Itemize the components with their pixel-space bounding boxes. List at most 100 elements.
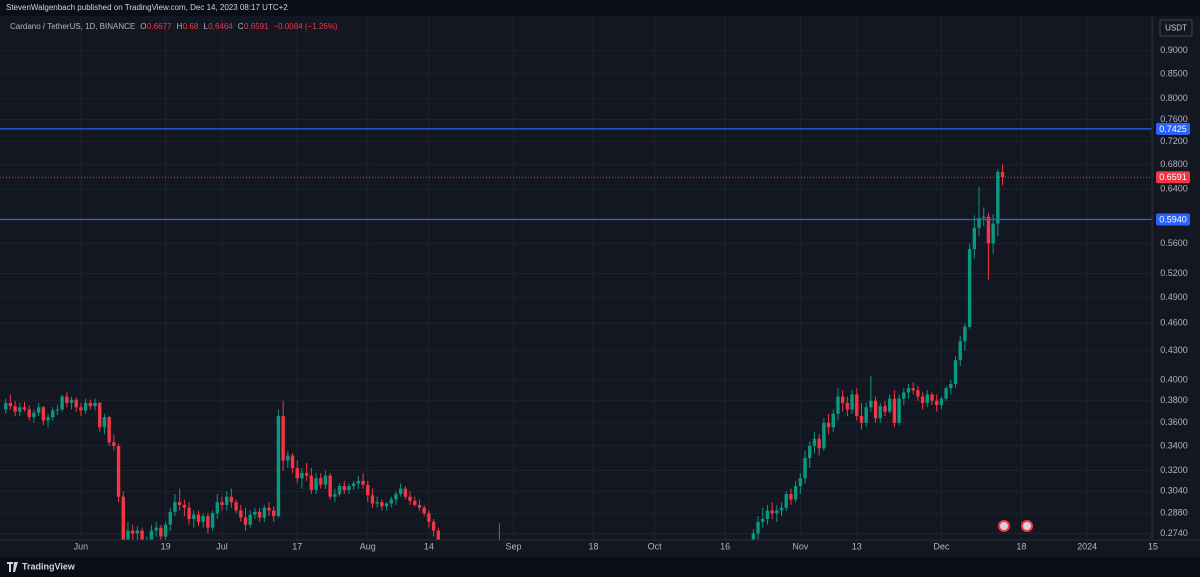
candle-body — [869, 400, 873, 408]
candle-body — [953, 360, 958, 385]
candle-body — [361, 480, 365, 485]
candle-body — [93, 402, 97, 407]
candle-body — [182, 504, 187, 508]
candle-body — [272, 510, 276, 517]
x-tick-label: 14 — [424, 541, 434, 551]
candle-body — [295, 468, 299, 479]
last-price-box — [1156, 171, 1190, 184]
symbol: Cardano / TetherUS, 1D, BINANCE — [10, 22, 135, 31]
candle-body — [253, 511, 257, 515]
y-tick-label: 0.8000 — [1160, 93, 1188, 103]
x-tick-label: 18 — [588, 541, 598, 551]
candle-body — [323, 475, 328, 485]
x-tick-label: 17 — [292, 541, 302, 551]
candle-body — [112, 442, 116, 446]
candle-body — [4, 402, 8, 410]
candle-body — [375, 502, 379, 504]
candle-body — [431, 521, 436, 531]
candle-body — [276, 416, 281, 517]
y-tick-label: 0.5200 — [1160, 268, 1188, 278]
currency: USDT — [1165, 24, 1187, 33]
candle-body — [130, 530, 135, 534]
candle-body — [154, 527, 158, 531]
candle-body — [398, 488, 403, 495]
candle-body — [831, 413, 835, 428]
candle-body — [36, 407, 41, 413]
y-tick-label: 0.3040 — [1160, 486, 1188, 496]
x-tick-label: Aug — [360, 541, 376, 551]
candle-body — [878, 406, 882, 419]
candle-body — [201, 516, 205, 522]
candle-body — [342, 486, 346, 491]
candle-body — [949, 384, 953, 389]
candle-body — [850, 394, 854, 410]
candle-body — [939, 398, 944, 406]
candle-body — [88, 402, 93, 407]
y-tick-label: 0.3800 — [1160, 395, 1188, 405]
candle-body — [982, 216, 986, 219]
legend: Cardano / TetherUS, 1D, BINANCE O 0.6677 H… — [10, 22, 338, 31]
candle-body — [333, 494, 337, 497]
candle-body — [892, 398, 897, 423]
x-tick-label: Nov — [792, 541, 809, 551]
top-bar — [0, 0, 1200, 16]
candle-body — [281, 416, 285, 461]
event-icons — [998, 520, 1033, 532]
candle-body — [314, 478, 318, 491]
candle-body — [234, 502, 238, 511]
candle-body — [812, 438, 817, 446]
candle-body — [163, 524, 168, 537]
ohlc-value: 0.6464 — [208, 22, 233, 31]
candle-body — [187, 507, 191, 519]
candle-body — [159, 527, 163, 537]
candle-body — [319, 478, 323, 485]
x-tick-label: 2024 — [1077, 541, 1097, 551]
candle-body — [46, 417, 50, 421]
candle-body — [883, 406, 887, 412]
candle-body — [422, 507, 426, 514]
candle-body — [248, 514, 252, 525]
candle-body — [79, 407, 83, 411]
candle-body — [930, 394, 934, 401]
candle-body — [196, 514, 201, 522]
y-tick-label: 0.7600 — [1160, 114, 1188, 124]
x-tick-label: 16 — [720, 541, 730, 551]
candle-body — [935, 400, 939, 406]
candle-body — [224, 496, 229, 505]
candle-body — [257, 511, 262, 518]
y-tick-label: 0.8500 — [1160, 68, 1188, 78]
candle-body — [22, 407, 27, 410]
candle-body — [389, 499, 393, 504]
candle-body — [859, 416, 864, 423]
x-tick-label: Jun — [74, 541, 89, 551]
y-tick-label: 0.4900 — [1160, 292, 1188, 302]
candle-body — [32, 412, 36, 418]
candle-body — [855, 394, 859, 417]
candle-body — [356, 480, 361, 484]
candle-body — [126, 530, 130, 540]
candle-body — [761, 518, 765, 522]
candle-body — [775, 510, 779, 514]
publisher: StevenWalgenbach published on TradingVie… — [6, 3, 288, 12]
candle-body — [366, 484, 370, 496]
candle-body — [887, 398, 892, 412]
y-tick-label: 0.3200 — [1160, 465, 1188, 475]
candle-body — [347, 486, 351, 491]
x-tick-label: 15 — [1148, 541, 1158, 551]
candle-body — [967, 249, 972, 327]
last-price-label: 0.6591 — [1159, 172, 1187, 182]
x-tick-label: 13 — [852, 541, 862, 551]
ohlc-letter: O — [140, 22, 146, 31]
candle-body — [403, 488, 408, 497]
candle-body — [920, 396, 925, 403]
footer-bar — [0, 557, 1200, 577]
y-tick-label: 0.3600 — [1160, 417, 1188, 427]
x-tick-label: Sep — [506, 541, 522, 551]
candle-body — [370, 495, 375, 504]
candle-body — [13, 406, 17, 412]
currency-box[interactable] — [1159, 19, 1193, 37]
candle-body — [102, 417, 107, 428]
x-tick-label: Oct — [648, 541, 663, 551]
candle-body — [41, 407, 46, 421]
